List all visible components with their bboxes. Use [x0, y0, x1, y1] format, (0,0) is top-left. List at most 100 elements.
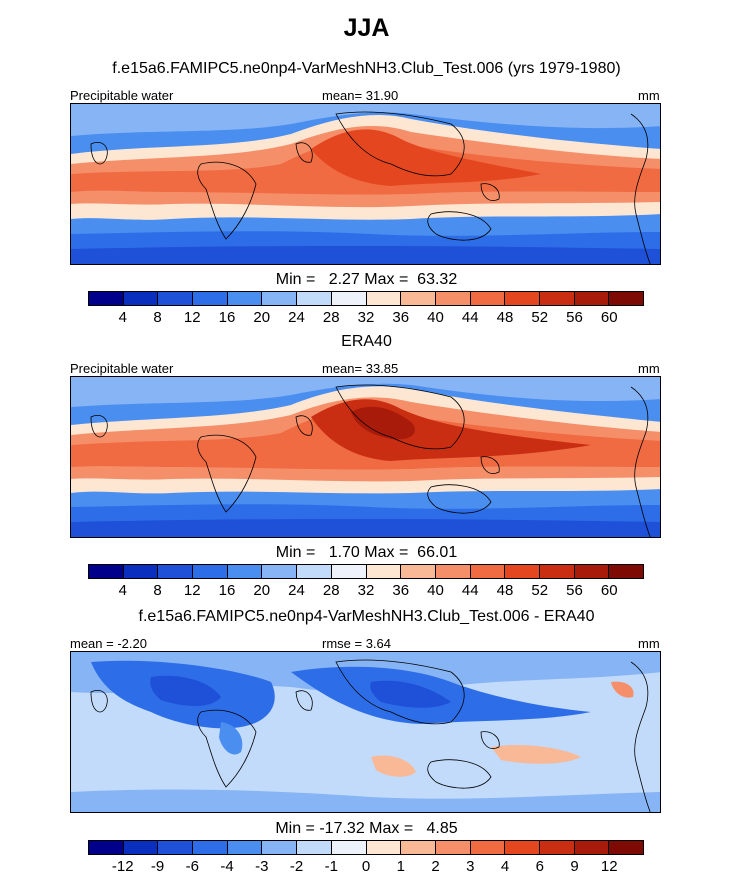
colorbar-3-swatch — [470, 841, 506, 854]
colorbar-3-tick-label: 1 — [396, 858, 405, 875]
colorbar-2-tick-label: 40 — [427, 582, 444, 599]
panel2-map — [70, 376, 661, 538]
colorbar-1-tick-label: 60 — [600, 309, 618, 326]
colorbar-3-swatch — [366, 841, 402, 854]
colorbar-3-swatch — [435, 841, 471, 854]
colorbar-2-swatch — [123, 565, 159, 578]
colorbar-1-tick-label: 48 — [496, 309, 514, 326]
panel2-mean-label: mean= 33.85 — [322, 361, 399, 376]
colorbar-3 — [88, 840, 644, 855]
colorbar-3-swatch — [262, 841, 298, 854]
colorbar-3-swatch — [574, 841, 610, 854]
colorbar-1-swatch — [331, 292, 367, 305]
colorbar-2-swatch — [401, 565, 436, 578]
colorbar-2-swatch — [505, 565, 540, 578]
colorbar-1-tick-label: 4 — [118, 309, 127, 326]
colorbar-1-tick-label: 16 — [218, 309, 236, 326]
colorbar-3-swatch — [227, 841, 263, 854]
colorbar-2-swatch — [193, 565, 228, 578]
colorbar-2-swatch — [470, 565, 506, 578]
colorbar-2-swatch — [435, 565, 471, 578]
panel3-units-label: mm — [638, 636, 660, 651]
panel1-units-label: mm — [638, 88, 660, 103]
colorbar-1-tick-label: 56 — [566, 309, 583, 326]
colorbar-3-swatch — [505, 841, 540, 854]
colorbar-1-tick-label: 52 — [531, 309, 549, 326]
colorbar-2-swatch — [539, 565, 575, 578]
colorbar-2-swatch — [89, 565, 124, 578]
colorbar-2-swatch — [331, 565, 367, 578]
colorbar-2-swatch — [574, 565, 610, 578]
colorbar-2-tick-label: 4 — [118, 582, 127, 599]
colorbar-2-tick-label: 12 — [183, 582, 201, 599]
panel3-map — [70, 651, 661, 813]
colorbar-1-swatch — [539, 292, 575, 305]
colorbar-1-swatch — [297, 292, 332, 305]
colorbar-1-swatch — [193, 292, 228, 305]
panel2-minmax: Min = 1.70 Max = 66.01 — [275, 544, 458, 561]
colorbar-1-swatch — [470, 292, 506, 305]
panel3-rmse-label: rmse = 3.64 — [322, 636, 392, 651]
colorbar-1-swatch — [401, 292, 436, 305]
colorbar-1-tick-label: 40 — [427, 309, 444, 326]
colorbar-1-swatch — [435, 292, 471, 305]
colorbar-3-tick-label: -1 — [324, 858, 338, 875]
colorbar-1-tick-label: 20 — [253, 309, 271, 326]
colorbar-2-swatch — [297, 565, 332, 578]
panel2-variable-label: Precipitable water — [70, 361, 174, 376]
colorbar-3-tick-label: 2 — [431, 858, 440, 875]
colorbar-2-tick-label: 24 — [288, 582, 305, 599]
colorbar-3-swatch — [609, 841, 643, 854]
colorbar-2-tick-label: 36 — [392, 582, 410, 599]
colorbar-2 — [88, 564, 644, 579]
colorbar-1-swatch — [89, 292, 124, 305]
colorbar-2-swatch — [227, 565, 263, 578]
colorbar-1-ticks: 4 8 12 16 20 24 28 32 36 40 44 48 52 56 60 — [88, 309, 644, 327]
panel2-units-label: mm — [638, 361, 660, 376]
colorbar-3-tick-label: 4 — [500, 858, 510, 875]
colorbar-3-tick-label: 9 — [570, 858, 579, 875]
panel2-subtitle: ERA40 — [341, 333, 392, 350]
colorbar-2-tick-label: 8 — [153, 582, 162, 599]
colorbar-2-tick-label: 20 — [253, 582, 271, 599]
colorbar-2-tick-label: 60 — [600, 582, 618, 599]
colorbar-1-swatch — [505, 292, 540, 305]
colorbar-2-swatch — [158, 565, 194, 578]
colorbar-3-tick-label: -2 — [289, 858, 304, 875]
colorbar-1 — [88, 291, 644, 306]
colorbar-1-tick-label: 24 — [288, 309, 305, 326]
panel3-mean-label: mean = -2.20 — [70, 636, 147, 651]
colorbar-2-tick-label: 56 — [566, 582, 583, 599]
colorbar-3-tick-label: -12 — [111, 858, 134, 875]
colorbar-3-swatch — [539, 841, 575, 854]
colorbar-3-tick-label: 0 — [361, 858, 371, 875]
colorbar-2-tick-label: 32 — [357, 582, 375, 599]
colorbar-3-swatch — [89, 841, 124, 854]
colorbar-2-tick-label: 16 — [218, 582, 236, 599]
colorbar-1-swatch — [123, 292, 159, 305]
panel1-mean-label: mean= 31.90 — [322, 88, 399, 103]
colorbar-2-ticks: 4 8 12 16 20 24 28 32 36 40 44 48 52 56 60 — [88, 582, 644, 600]
colorbar-1-swatch — [227, 292, 263, 305]
colorbar-2-tick-label: 44 — [461, 582, 479, 599]
colorbar-2-tick-label: 48 — [496, 582, 514, 599]
colorbar-2-swatch — [366, 565, 402, 578]
colorbar-1-swatch — [262, 292, 298, 305]
colorbar-3-swatch — [193, 841, 228, 854]
colorbar-1-swatch — [609, 292, 643, 305]
colorbar-2-tick-label: 28 — [322, 582, 340, 599]
colorbar-1-tick-label: 12 — [183, 309, 201, 326]
colorbar-1-swatch — [158, 292, 194, 305]
colorbar-1-tick-label: 44 — [461, 309, 479, 326]
season-title: JJA — [343, 14, 390, 42]
colorbar-2-tick-label: 52 — [531, 582, 549, 599]
colorbar-3-tick-label: -9 — [150, 858, 165, 875]
colorbar-3-swatch — [297, 841, 332, 854]
panel3-subtitle: f.e15a6.FAMIPC5.ne0np4-VarMeshNH3.Club_T… — [138, 608, 595, 625]
colorbar-3-tick-label: -4 — [220, 858, 234, 875]
colorbar-3-tick-label: 12 — [600, 858, 618, 875]
colorbar-3-swatch — [123, 841, 159, 854]
colorbar-1-tick-label: 8 — [153, 309, 162, 326]
panel1-subtitle: f.e15a6.FAMIPC5.ne0np4-VarMeshNH3.Club_T… — [112, 60, 621, 77]
colorbar-3-tick-label: -6 — [185, 858, 199, 875]
